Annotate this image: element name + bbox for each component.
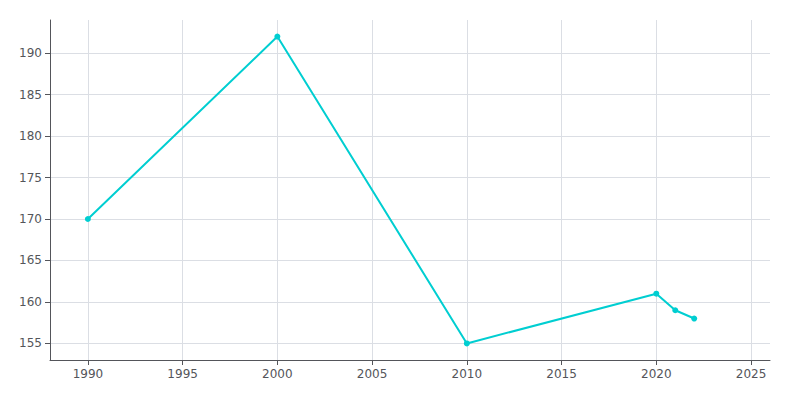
svg-text:175: 175 — [19, 171, 42, 185]
svg-text:170: 170 — [19, 212, 42, 226]
svg-text:155: 155 — [19, 336, 42, 350]
svg-text:185: 185 — [19, 88, 42, 102]
svg-text:2020: 2020 — [641, 367, 672, 381]
svg-text:2010: 2010 — [452, 367, 483, 381]
svg-text:160: 160 — [19, 295, 42, 309]
svg-text:180: 180 — [19, 129, 42, 143]
svg-text:2000: 2000 — [262, 367, 293, 381]
svg-text:1990: 1990 — [73, 367, 104, 381]
svg-text:190: 190 — [19, 46, 42, 60]
svg-text:165: 165 — [19, 253, 42, 267]
svg-text:1995: 1995 — [167, 367, 198, 381]
svg-text:2015: 2015 — [546, 367, 577, 381]
svg-text:2025: 2025 — [736, 367, 767, 381]
svg-text:2005: 2005 — [357, 367, 388, 381]
